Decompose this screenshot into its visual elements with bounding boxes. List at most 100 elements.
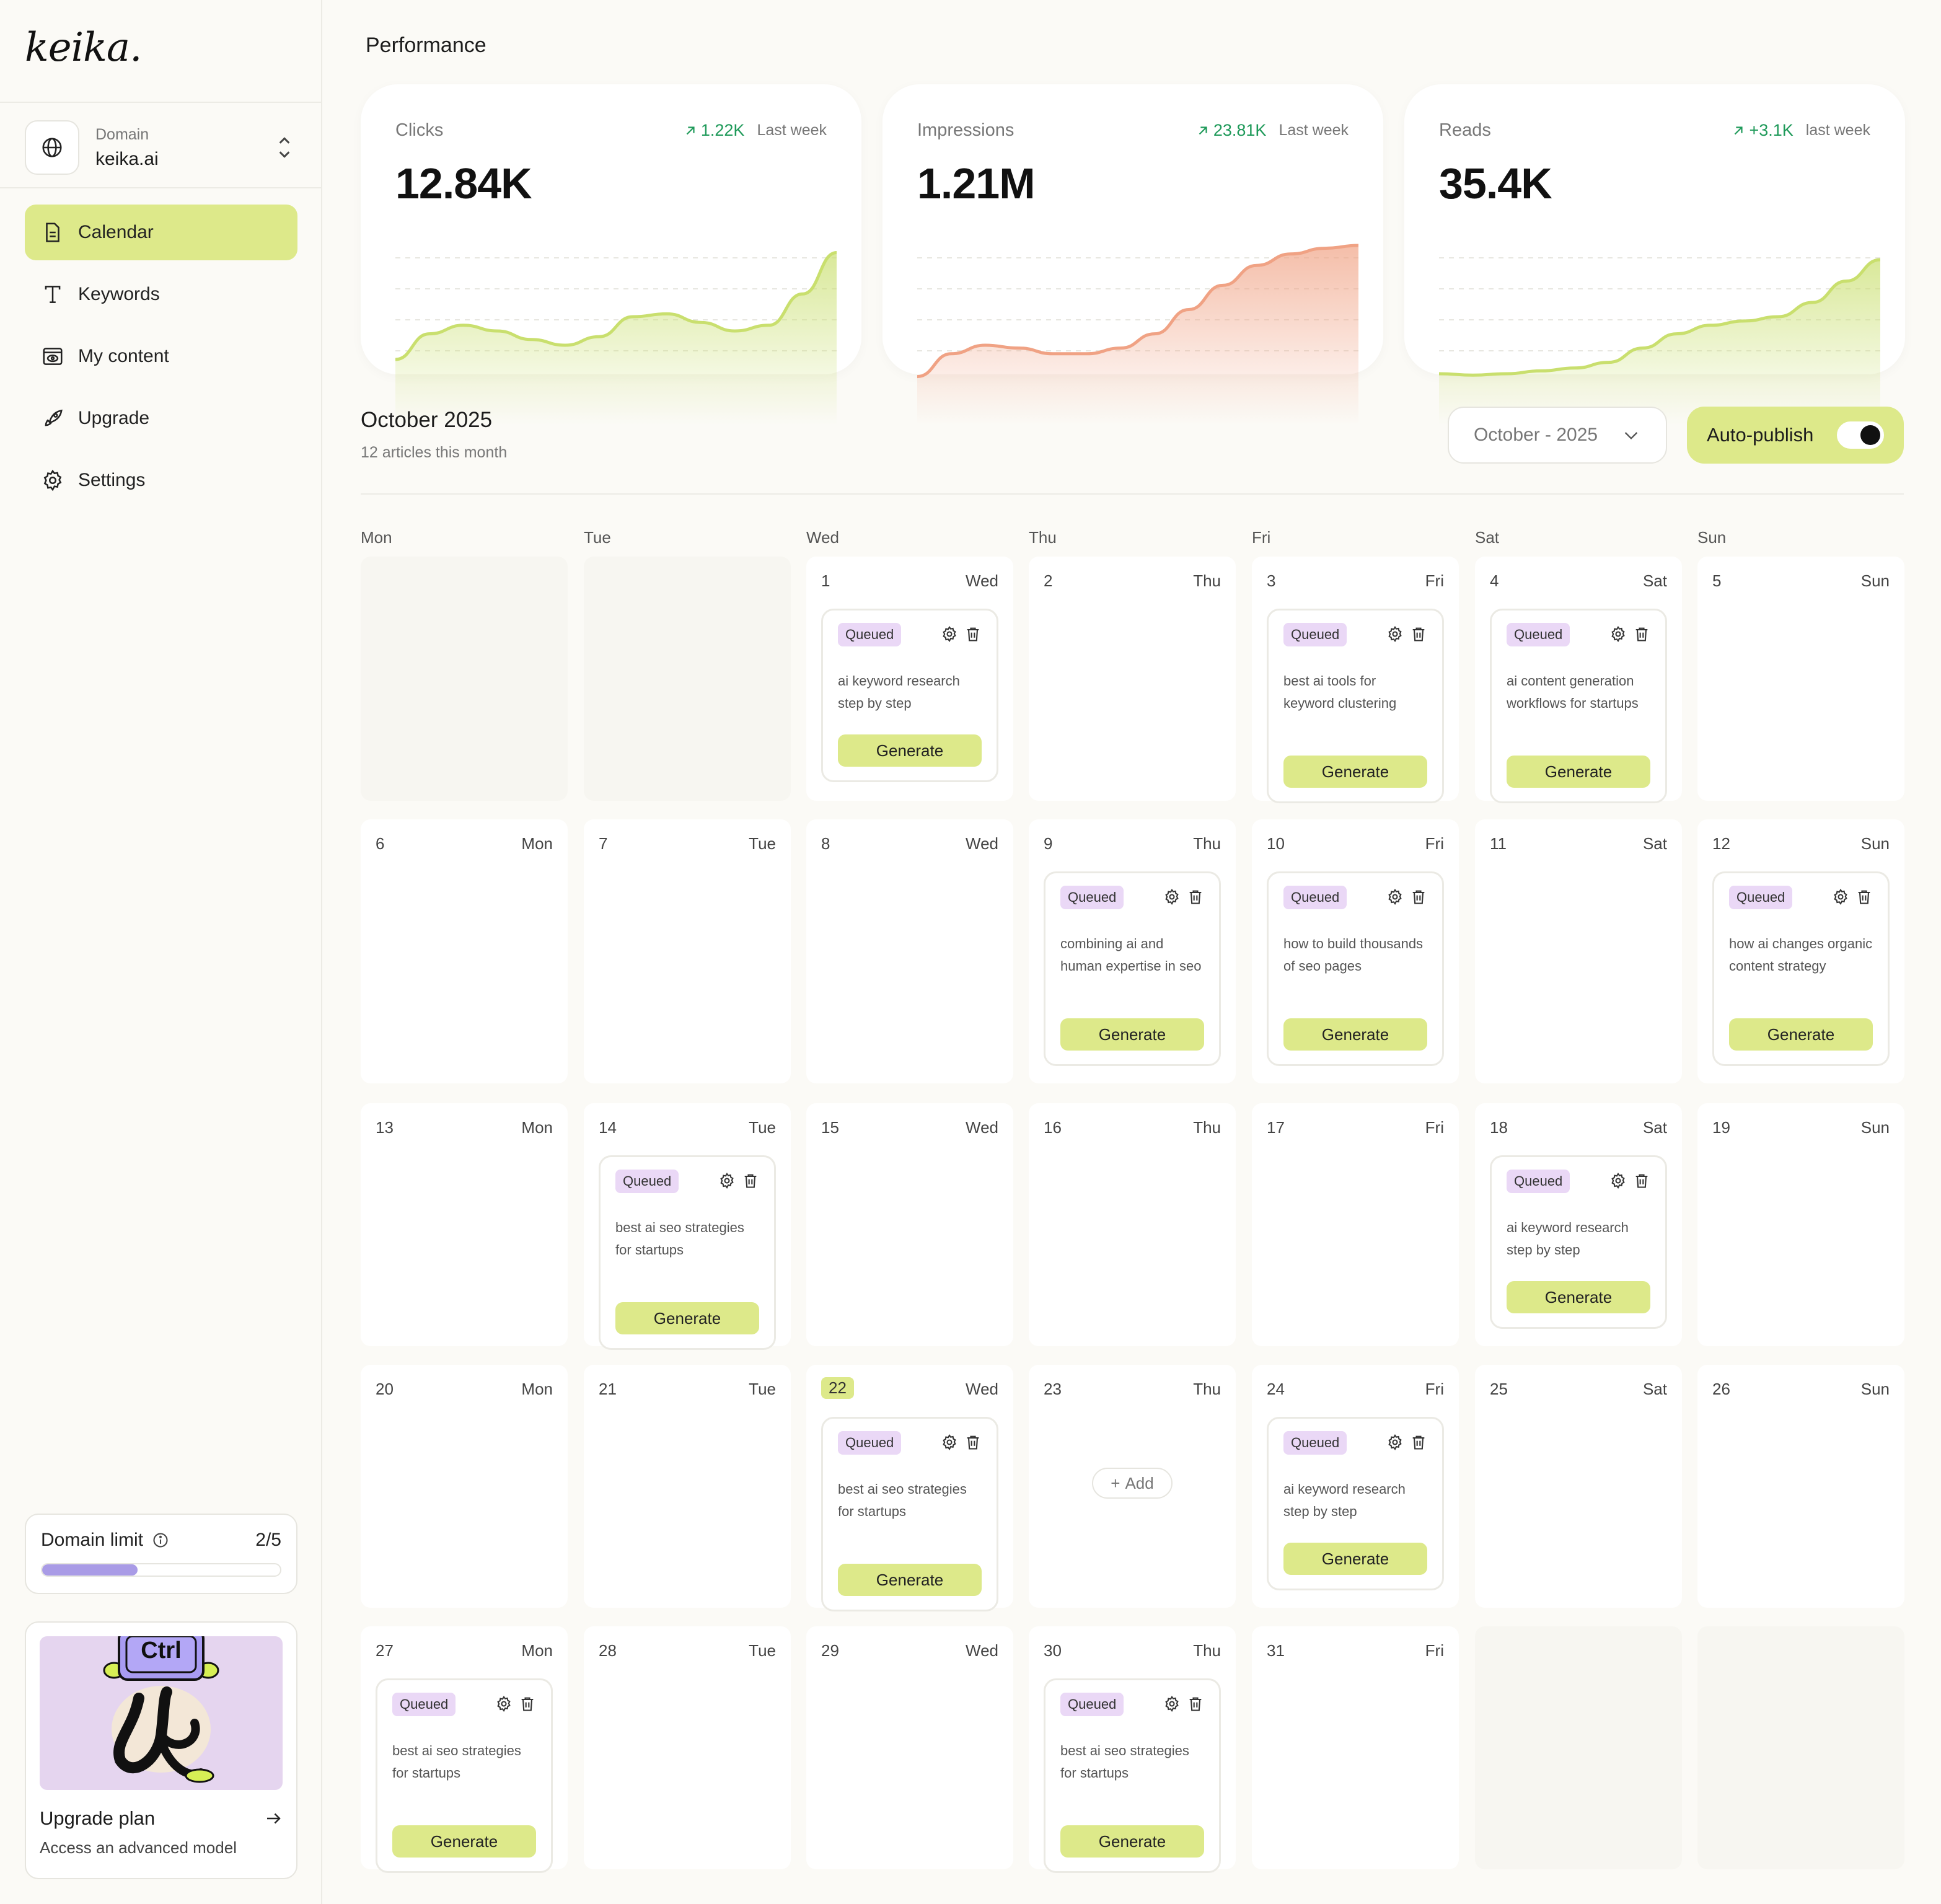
info-icon[interactable] — [152, 1532, 169, 1549]
generate-button[interactable]: Generate — [1507, 756, 1650, 788]
generate-button[interactable]: Generate — [1283, 1018, 1427, 1051]
gear-icon[interactable] — [1163, 888, 1181, 906]
calendar-day-23[interactable]: 23 Thu + Add — [1029, 1365, 1236, 1608]
generate-button[interactable]: Generate — [1283, 756, 1427, 788]
sidebar-item-keywords[interactable]: Keywords — [25, 267, 297, 322]
day-number: 4 — [1490, 571, 1499, 590]
trash-icon[interactable] — [1410, 1434, 1427, 1451]
trash-icon[interactable] — [742, 1172, 759, 1189]
scheduled-article-card[interactable]: Queued how ai changes organic content st… — [1712, 871, 1890, 1066]
gear-icon[interactable] — [1386, 625, 1404, 643]
trash-icon[interactable] — [1855, 888, 1873, 906]
calendar-day-22[interactable]: 22 Wed Queued best ai seo strategies for… — [806, 1365, 1013, 1611]
calendar-day-15[interactable]: 15 Wed — [806, 1103, 1013, 1346]
auto-publish-toggle[interactable]: Auto-publish — [1687, 407, 1904, 464]
toggle-switch[interactable] — [1837, 421, 1884, 449]
scheduled-article-card[interactable]: Queued ai keyword research step by step … — [1490, 1155, 1667, 1329]
scheduled-article-card[interactable]: Queued best ai seo strategies for startu… — [376, 1678, 553, 1873]
calendar-day-2[interactable]: 2 Thu — [1029, 557, 1236, 801]
sidebar-item-calendar[interactable]: Calendar — [25, 205, 297, 260]
trash-icon[interactable] — [1633, 1172, 1650, 1189]
calendar-day-24[interactable]: 24 Fri Queued ai keyword research step b… — [1252, 1365, 1459, 1608]
calendar-day-21[interactable]: 21 Tue — [584, 1365, 791, 1608]
calendar-day-28[interactable]: 28 Tue — [584, 1626, 791, 1869]
calendar-day-4[interactable]: 4 Sat Queued ai content generation workf… — [1475, 557, 1682, 803]
generate-button[interactable]: Generate — [1060, 1825, 1204, 1858]
sidebar-item-settings[interactable]: Settings — [25, 452, 297, 508]
gear-icon[interactable] — [1832, 888, 1849, 906]
arrow-right-icon[interactable] — [264, 1809, 283, 1828]
brand-logo[interactable]: keika. — [25, 25, 142, 71]
calendar-day-14[interactable]: 14 Tue Queued best ai seo strategies for… — [584, 1103, 791, 1350]
add-article-button[interactable]: + Add — [1092, 1468, 1173, 1499]
calendar-day-16[interactable]: 16 Thu — [1029, 1103, 1236, 1346]
weekday-header: Fri — [1252, 528, 1271, 547]
calendar-day-1[interactable]: 1 Wed Queued ai keyword research step by… — [806, 557, 1013, 801]
calendar-day-13[interactable]: 13 Mon — [361, 1103, 568, 1346]
gear-icon[interactable] — [1609, 1172, 1627, 1189]
scheduled-article-card[interactable]: Queued best ai seo strategies for startu… — [599, 1155, 776, 1350]
calendar-day-25[interactable]: 25 Sat — [1475, 1365, 1682, 1608]
scheduled-article-card[interactable]: Queued best ai seo strategies for startu… — [821, 1417, 998, 1611]
scheduled-article-card[interactable]: Queued combining ai and human expertise … — [1044, 871, 1221, 1066]
day-name: Sun — [1860, 1380, 1890, 1398]
gear-icon[interactable] — [718, 1172, 736, 1189]
calendar-day-7[interactable]: 7 Tue — [584, 819, 791, 1083]
trash-icon[interactable] — [964, 1434, 982, 1451]
scheduled-article-card[interactable]: Queued how to build thousands of seo pag… — [1267, 871, 1444, 1066]
generate-button[interactable]: Generate — [838, 1564, 982, 1596]
stat-trend-chart — [395, 251, 837, 425]
domain-switcher[interactable]: Domain keika.ai — [25, 118, 297, 177]
trash-icon[interactable] — [1633, 625, 1650, 643]
trash-icon[interactable] — [1410, 888, 1427, 906]
gear-icon[interactable] — [941, 625, 958, 643]
calendar-day-26[interactable]: 26 Sun — [1697, 1365, 1904, 1608]
generate-button[interactable]: Generate — [1729, 1018, 1873, 1051]
calendar-day-3[interactable]: 3 Fri Queued best ai tools for keyword c… — [1252, 557, 1459, 803]
calendar-day-8[interactable]: 8 Wed — [806, 819, 1013, 1083]
gear-icon[interactable] — [1163, 1695, 1181, 1712]
calendar-day-17[interactable]: 17 Fri — [1252, 1103, 1459, 1346]
scheduled-article-card[interactable]: Queued ai keyword research step by step … — [1267, 1417, 1444, 1590]
generate-button[interactable]: Generate — [1060, 1018, 1204, 1051]
generate-button[interactable]: Generate — [392, 1825, 536, 1858]
calendar-day-18[interactable]: 18 Sat Queued ai keyword research step b… — [1475, 1103, 1682, 1346]
calendar-day-29[interactable]: 29 Wed — [806, 1626, 1013, 1869]
sidebar-item-upgrade[interactable]: Upgrade — [25, 390, 297, 446]
calendar-day-30[interactable]: 30 Thu Queued best ai seo strategies for… — [1029, 1626, 1236, 1873]
calendar-day-27[interactable]: 27 Mon Queued best ai seo strategies for… — [361, 1626, 568, 1873]
gear-icon[interactable] — [1386, 1434, 1404, 1451]
generate-button[interactable]: Generate — [1283, 1543, 1427, 1575]
calendar-day-6[interactable]: 6 Mon — [361, 819, 568, 1083]
upgrade-illustration: Ctrl — [40, 1636, 283, 1790]
calendar-day-5[interactable]: 5 Sun — [1697, 557, 1904, 801]
calendar-day-10[interactable]: 10 Fri Queued how to build thousands of … — [1252, 819, 1459, 1083]
trash-icon[interactable] — [964, 625, 982, 643]
sidebar-item-my-content[interactable]: My content — [25, 328, 297, 384]
calendar-day-12[interactable]: 12 Sun Queued how ai changes organic con… — [1697, 819, 1904, 1083]
gear-icon[interactable] — [1609, 625, 1627, 643]
calendar-day-31[interactable]: 31 Fri — [1252, 1626, 1459, 1869]
calendar-day-9[interactable]: 9 Thu Queued combining ai and human expe… — [1029, 819, 1236, 1083]
calendar-day-19[interactable]: 19 Sun — [1697, 1103, 1904, 1346]
scheduled-article-card[interactable]: Queued best ai tools for keyword cluster… — [1267, 609, 1444, 803]
month-select[interactable]: October - 2025 — [1448, 407, 1667, 464]
trash-icon[interactable] — [1187, 1695, 1204, 1712]
gear-icon[interactable] — [495, 1695, 513, 1712]
generate-button[interactable]: Generate — [1507, 1281, 1650, 1313]
scheduled-article-card[interactable]: Queued ai keyword research step by step … — [821, 609, 998, 782]
trash-icon[interactable] — [1187, 888, 1204, 906]
generate-button[interactable]: Generate — [615, 1302, 759, 1334]
chevron-updown-icon — [279, 137, 290, 158]
upgrade-card[interactable]: Ctrl Upgrade plan Access an advanced mod… — [25, 1621, 297, 1879]
scheduled-article-card[interactable]: Queued best ai seo strategies for startu… — [1044, 1678, 1221, 1873]
gear-icon[interactable] — [941, 1434, 958, 1451]
trash-icon[interactable] — [1410, 625, 1427, 643]
calendar-day-20[interactable]: 20 Mon — [361, 1365, 568, 1608]
calendar-day-11[interactable]: 11 Sat — [1475, 819, 1682, 1083]
generate-button[interactable]: Generate — [838, 734, 982, 767]
domain-limit-label: Domain limit — [41, 1530, 144, 1550]
trash-icon[interactable] — [519, 1695, 536, 1712]
scheduled-article-card[interactable]: Queued ai content generation workflows f… — [1490, 609, 1667, 803]
gear-icon[interactable] — [1386, 888, 1404, 906]
